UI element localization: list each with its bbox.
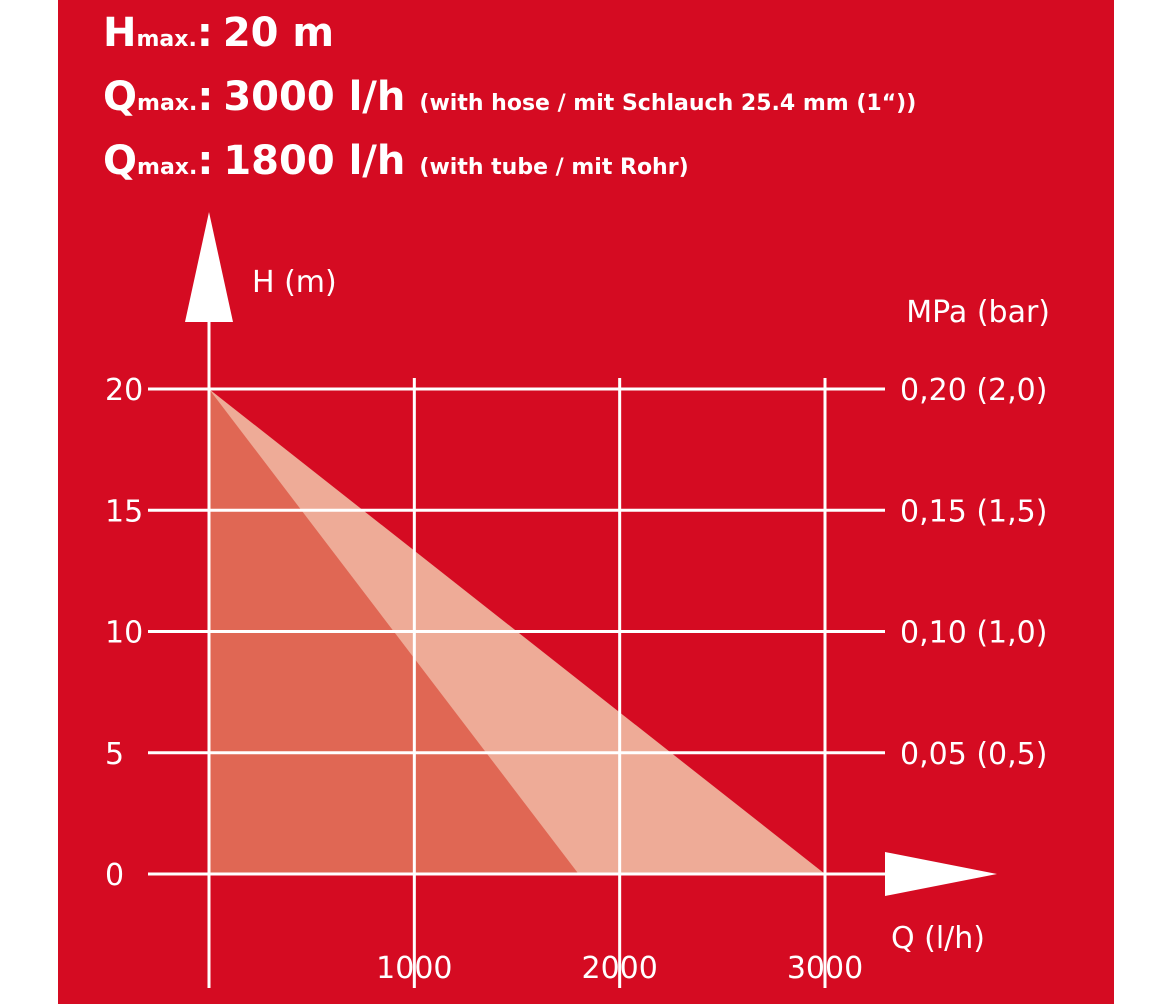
y-axis-arrowhead xyxy=(185,212,233,322)
y2-tick-label: 0,15 (1,5) xyxy=(900,494,1047,529)
spec-value: 3000 l/h xyxy=(223,74,406,120)
spec-symbol: H xyxy=(103,10,137,56)
y-tick-label: 5 xyxy=(105,737,124,772)
y-tick-label: 10 xyxy=(105,616,143,651)
x-axis-label: Q (l/h) xyxy=(891,921,985,956)
spec-note: (with hose / mit Schlauch 25.4 mm (1“)) xyxy=(419,91,917,116)
spec-subscript: max. xyxy=(136,27,197,52)
x-tick-label: 1000 xyxy=(376,951,452,986)
spec-colon: : xyxy=(196,10,213,56)
y-tick-label: 0 xyxy=(105,858,124,893)
x-tick-label: 2000 xyxy=(581,951,657,986)
y2-tick-label: 0,20 (2,0) xyxy=(900,373,1047,408)
spec-value: 1800 l/h xyxy=(223,138,406,184)
x-axis-arrowhead xyxy=(885,852,997,896)
spec-note: (with tube / mit Rohr) xyxy=(419,155,689,180)
spec-subscript: max. xyxy=(137,155,198,180)
x-tick-label: 3000 xyxy=(787,951,863,986)
spec-value: 20 m xyxy=(222,10,335,56)
y-tick-label: 15 xyxy=(105,494,143,529)
spec-qmax-tube: Qmax.: 1800 l/h (with tube / mit Rohr) xyxy=(103,138,689,184)
spec-symbol: Q xyxy=(103,138,138,184)
axes-layer xyxy=(148,212,997,988)
spec-hmax: Hmax.: 20 m xyxy=(103,10,334,56)
spec-colon: : xyxy=(197,74,214,120)
y-axis-label: H (m) xyxy=(252,265,337,300)
y-tick-label: 20 xyxy=(105,373,143,408)
spec-symbol: Q xyxy=(103,74,138,120)
spec-subscript: max. xyxy=(137,91,198,116)
spec-colon: : xyxy=(197,138,214,184)
y2-tick-label: 0,10 (1,0) xyxy=(900,616,1047,651)
y2-tick-label: 0,05 (0,5) xyxy=(900,737,1047,772)
spec-qmax-hose: Qmax.: 3000 l/h (with hose / mit Schlauch … xyxy=(103,74,916,120)
tick-label-layer: 0 5 10 15 20 0,05 (0,5) 0,10 (1,0) 0,15 (1,5) 0,… xyxy=(105,373,1047,986)
y2-axis-label: MPa (bar) xyxy=(906,295,1050,330)
